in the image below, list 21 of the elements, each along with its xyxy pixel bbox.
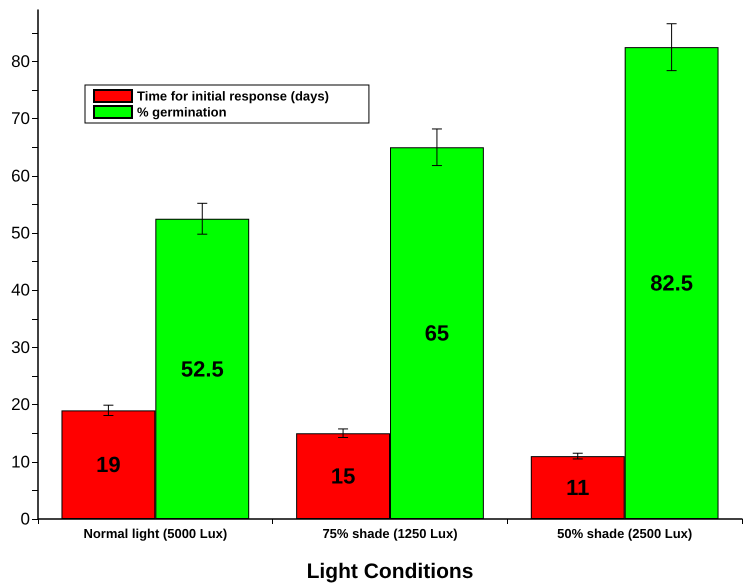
y-tick-label: 20 <box>11 395 30 414</box>
y-tick-label: 30 <box>11 338 30 357</box>
data-label: 11 <box>566 475 590 500</box>
y-tick-label: 50 <box>11 224 30 243</box>
data-label: 65 <box>424 320 450 346</box>
y-tick-label: 80 <box>11 52 30 71</box>
y-tick-label: 10 <box>11 452 30 472</box>
data-label: 15 <box>330 464 356 489</box>
y-tick-label: 0 <box>20 510 30 528</box>
y-tick-label: 60 <box>11 166 30 186</box>
x-tick-label: 50% shade (2500 Lux) <box>557 526 692 541</box>
data-label: 19 <box>96 452 121 478</box>
x-axis-title: Light Conditions <box>306 560 474 583</box>
x-tick-label: Normal light (5000 Lux) <box>83 526 228 541</box>
legend-label: % germination <box>137 104 227 120</box>
data-label: 82.5 <box>650 270 694 296</box>
data-label: 52.5 <box>180 356 224 382</box>
x-tick-label: 75% shade (1250 Lux) <box>322 526 458 541</box>
legend-label: Time for initial response (days) <box>137 88 329 104</box>
y-tick-label: 40 <box>11 280 30 300</box>
y-tick-label: 70 <box>11 109 30 128</box>
